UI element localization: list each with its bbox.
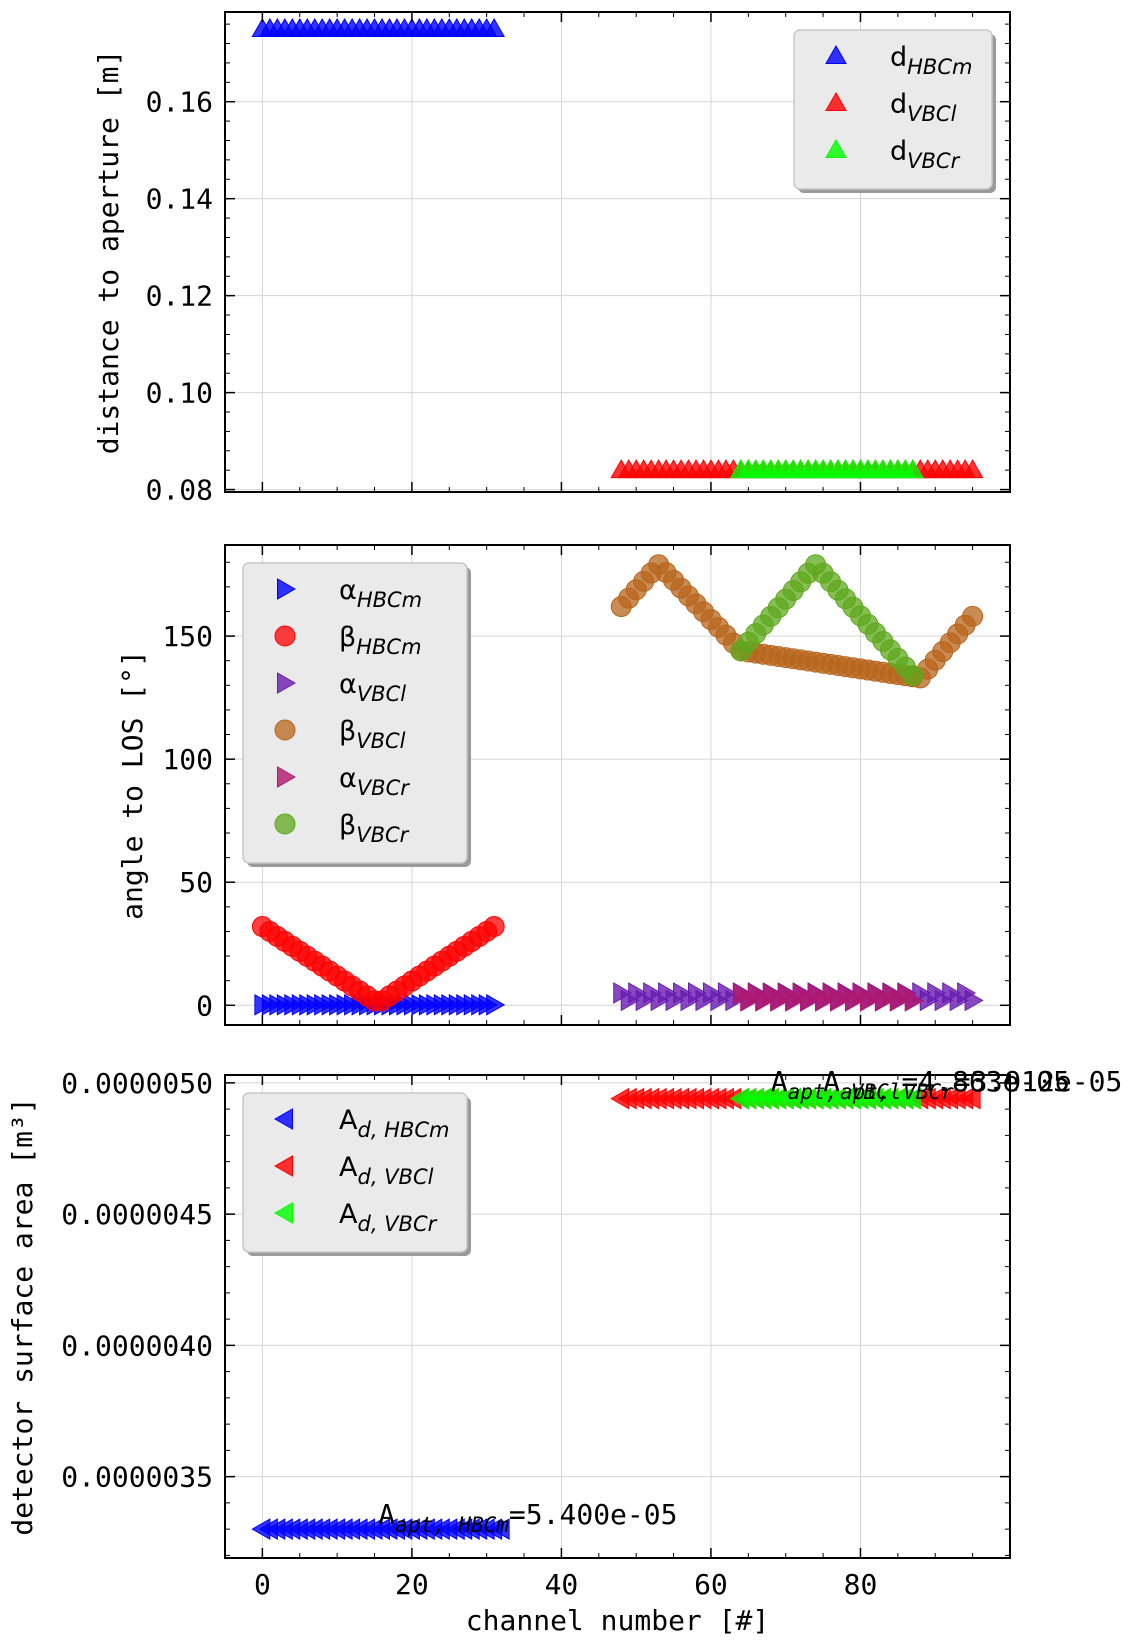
series-β-HBCm [251, 916, 505, 1012]
legend-marker [274, 625, 296, 647]
y-tick-label: 50 [179, 866, 213, 899]
x-tick-label: 40 [545, 1568, 579, 1601]
series-α-VBCr [732, 983, 924, 1012]
legend-marker [277, 578, 297, 600]
legend-marker [273, 1108, 293, 1130]
legend-entry-label: αVBCl [339, 669, 406, 706]
annotation-1: Aapt, HBCm=5.400e-05 [378, 1498, 677, 1537]
annotation-2: Aapt, VBCl=4.863e-05 [771, 1065, 1070, 1104]
legend-entry-label: Ad, VBCr [339, 1199, 438, 1236]
data-point [486, 993, 506, 1016]
series-β-VBCr [730, 554, 924, 686]
data-point [483, 17, 506, 37]
legend-entry-label: βVBCr [339, 810, 410, 847]
legend-entry-label: βHBCm [339, 622, 422, 659]
legend-box [242, 562, 468, 864]
legend-entry-label: dHBCm [890, 42, 972, 79]
annotation-3: Aapt, VBCr=3.912e-05 [823, 1065, 1122, 1104]
legend-marker [273, 1155, 293, 1177]
y-tick-label: 0.0000045 [61, 1198, 213, 1231]
y-tick-label: 0.0000050 [61, 1067, 213, 1100]
axes-frame [224, 11, 1011, 493]
data-point [962, 605, 984, 627]
chart-panel-1: 0.08 0.10 0.12 0.14 0.16 distance to aperture… [92, 11, 1011, 507]
y-tick-label: 0.12 [146, 280, 213, 313]
y-axis-label: detector surface area [m³] [6, 1097, 39, 1535]
legend-box [793, 29, 993, 190]
y-tick-label: 0.0000040 [61, 1329, 213, 1362]
legend-marker [277, 672, 297, 694]
y-axis-label: distance to aperture [m] [92, 50, 125, 455]
legend-box [242, 1092, 468, 1253]
x-tick-label: 80 [844, 1568, 878, 1601]
legend: αHBCm βHBCm αVBCl βVBCl αVBCr βVBCr [242, 562, 471, 867]
x-tick-label: 20 [395, 1568, 429, 1601]
legend: Ad, HBCm Ad, VBCl Ad, VBCr [242, 1092, 471, 1256]
legend-entry-label: dVBCl [890, 89, 957, 126]
series-d-VBCr [729, 459, 924, 479]
legend-entry-label: βVBCl [339, 716, 406, 753]
y-tick-label: 150 [162, 620, 213, 653]
data-point [490, 1518, 510, 1540]
y-tick-label: 0.14 [146, 183, 213, 216]
legend-marker [825, 138, 847, 158]
series-d-HBCm [251, 17, 506, 37]
legend-marker [274, 719, 296, 741]
legend-marker [277, 766, 297, 788]
y-tick-label: 0.0000035 [61, 1461, 213, 1494]
legend-entry-label: Ad, VBCl [339, 1152, 434, 1189]
y-tick-label: 0.08 [146, 474, 213, 507]
x-axis-label: channel number [#] [466, 1604, 769, 1637]
legend-marker [825, 91, 847, 111]
axes-frame [224, 544, 1011, 1026]
x-tick-label: 0 [254, 1568, 271, 1601]
legend-marker [274, 813, 296, 835]
legend-marker [273, 1202, 293, 1224]
data-point [902, 664, 924, 686]
y-axis-label: angle to LOS [°] [116, 650, 149, 920]
data-point [904, 990, 924, 1012]
chart-panel-3: 0.0000035 0.0000040 0.0000045 0.0000050 0 20 4… [6, 1065, 1122, 1637]
data-point [901, 459, 924, 479]
x-tick-label: 60 [694, 1568, 728, 1601]
data-point [961, 459, 984, 479]
y-tick-label: 0.16 [146, 86, 213, 119]
legend-entry-label: Ad, HBCm [339, 1105, 449, 1142]
axes-frame [224, 1074, 1011, 1559]
series-A-d-HBCm [251, 1518, 510, 1540]
chart-panel-2: 0 50 100 150 angle to LOS [°] αHBCm βHBCm αVBCl… [116, 544, 1011, 1026]
y-tick-label: 100 [162, 743, 213, 776]
legend-entry-label: dVBCr [890, 136, 961, 173]
data-point [483, 916, 505, 938]
y-tick-label: 0.10 [146, 377, 213, 410]
legend-entry-label: αHBCm [339, 575, 422, 612]
data-point [964, 989, 984, 1012]
legend-marker [825, 44, 847, 64]
data-point [901, 1087, 921, 1110]
series-A-d-VBCr [729, 1087, 921, 1110]
y-tick-label: 0 [196, 989, 213, 1022]
legend-entry-label: αVBCr [339, 763, 410, 800]
legend: dHBCm dVBCl dVBCr [793, 29, 996, 193]
data-point [961, 1087, 981, 1110]
